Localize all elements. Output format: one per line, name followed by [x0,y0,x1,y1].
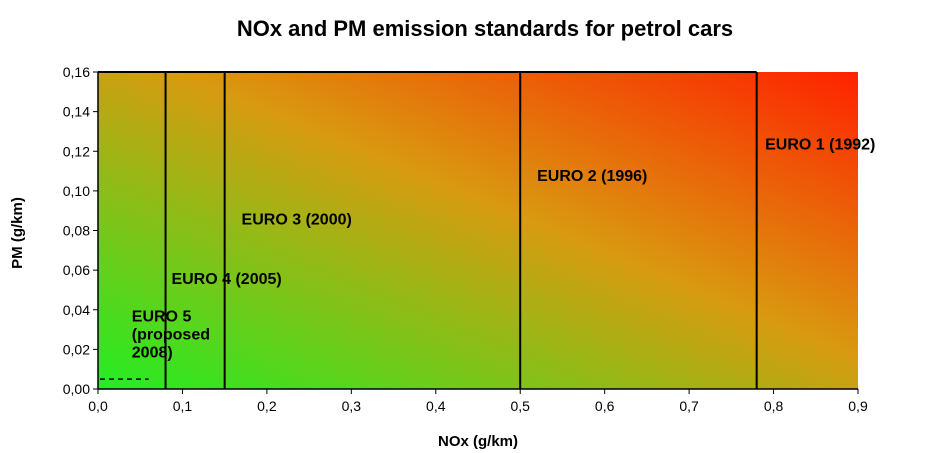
x-tick-label: 0,8 [764,398,784,414]
y-tick-label: 0,08 [63,223,90,239]
region-label-5: EURO 5 (proposed 2008) [132,309,210,362]
x-tick-label: 0,7 [679,398,699,414]
x-axis-ticks: 0,0 0,1 0,2 0,3 0,4 0,5 0,6 0,7 0,8 0,9 [88,389,868,414]
y-tick-label: 0,00 [63,381,90,397]
region-label-line: EURO 5 [132,309,192,326]
region-label-2: EURO 2 (1996) [537,168,647,185]
y-tick-label: 0,14 [63,104,90,120]
y-tick-label: 0,16 [63,64,90,80]
y-axis-ticks: 0,00 0,02 0,04 0,06 0,08 0,10 0,12 0,14 0,16 [63,64,98,397]
region-label-4: EURO 4 (2005) [171,271,281,288]
x-tick-label: 0,4 [426,398,446,414]
region-label-line: EURO 2 (1996) [537,168,647,185]
x-tick-label: 0,0 [88,398,108,414]
region-label-line: EURO 1 (1992) [765,136,875,153]
y-tick-label: 0,10 [63,183,90,199]
y-tick-label: 0,04 [63,302,90,318]
region-labels: EURO 1 (1992) EURO 2 (1996) EURO 3 (2000) E… [132,136,876,361]
region-label-1: EURO 1 (1992) [765,136,875,153]
y-axis-label: PM (g/km) [9,197,26,269]
x-tick-label: 0,9 [848,398,868,414]
plot-area [98,72,858,389]
chart-title: NOx and PM emission standards for petrol… [237,16,733,41]
x-tick-label: 0,3 [342,398,362,414]
x-tick-label: 0,2 [257,398,277,414]
region-label-3: EURO 3 (2000) [242,212,352,229]
x-tick-label: 0,6 [595,398,615,414]
y-tick-label: 0,02 [63,341,90,357]
x-tick-label: 0,5 [510,398,530,414]
region-label-line: EURO 3 (2000) [242,212,352,229]
limit-lines [98,71,758,389]
region-label-line: EURO 4 (2005) [171,271,281,288]
region-label-line: 2008) [132,345,173,362]
x-axis-label: NOx (g/km) [438,433,518,450]
y-tick-label: 0,12 [63,143,90,159]
x-tick-label: 0,1 [173,398,193,414]
y-tick-label: 0,06 [63,262,90,278]
region-label-line: (proposed [132,327,210,344]
